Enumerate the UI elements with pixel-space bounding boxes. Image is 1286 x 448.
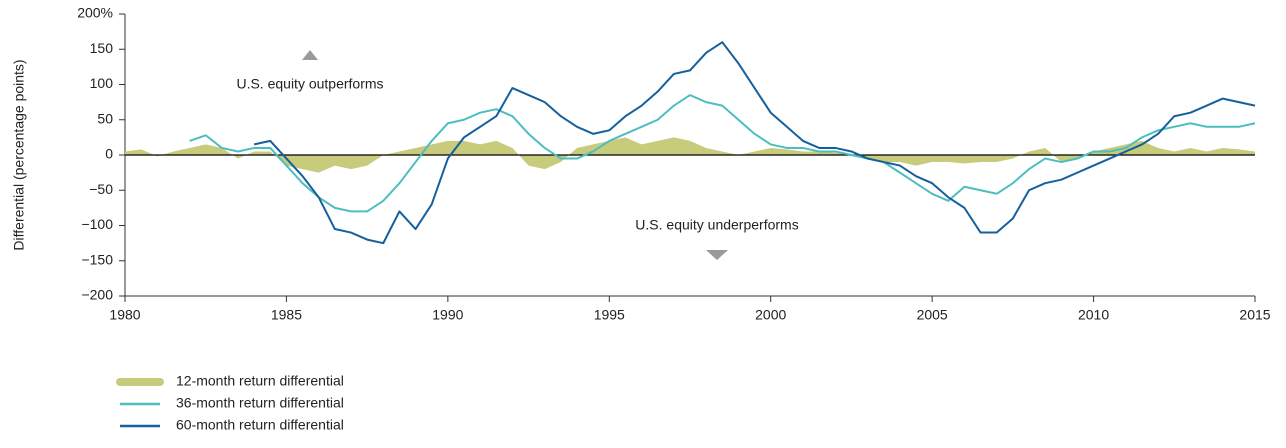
x-tick-label: 2010 — [1078, 307, 1109, 323]
down-arrow — [706, 250, 728, 260]
line — [189, 94, 1256, 213]
legend-label: 60-month return differential — [176, 417, 344, 433]
x-tick-label: 1995 — [594, 307, 625, 323]
y-tick-label: −150 — [81, 251, 113, 267]
annotation: U.S. equity underperforms — [635, 217, 798, 233]
up-arrow — [302, 50, 318, 60]
y-tick-label: −50 — [89, 181, 113, 197]
annotation: U.S. equity outperforms — [236, 76, 383, 92]
legend-label: 12-month return differential — [176, 373, 344, 389]
y-tick-label: 150 — [90, 40, 114, 56]
y-axis-label: Differential (percentage points) — [11, 59, 27, 250]
x-tick-label: 2000 — [755, 307, 786, 323]
y-tick-label: −200 — [81, 287, 113, 303]
y-tick-label: 100 — [90, 75, 114, 91]
y-tick-label: 200% — [77, 5, 113, 21]
x-tick-label: 1990 — [432, 307, 463, 323]
y-tick-label: 0 — [105, 146, 113, 162]
y-tick-label: −100 — [81, 216, 113, 232]
legend-label: 36-month return differential — [176, 395, 344, 411]
x-tick-label: 1980 — [109, 307, 140, 323]
y-tick-label: 50 — [97, 110, 113, 126]
x-tick-label: 1985 — [271, 307, 302, 323]
x-tick-label: 2015 — [1239, 307, 1270, 323]
x-tick-label: 2005 — [917, 307, 948, 323]
line — [253, 41, 1256, 245]
